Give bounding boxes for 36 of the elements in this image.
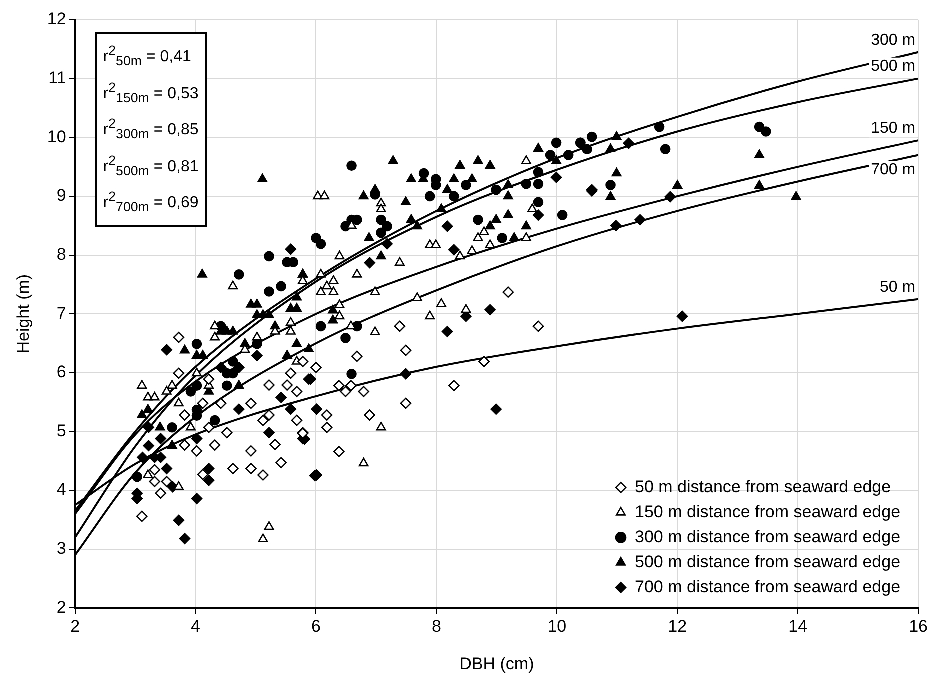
- annotation: r$^{2}$$_{300m}$ = 0,85: [103, 115, 199, 144]
- x-tick-label: 2: [70, 617, 80, 636]
- y-tick-label: 9: [56, 186, 66, 206]
- annotation: r$^{2}$$_{500m}$ = 0,81: [103, 152, 199, 180]
- x-axis-title: DBH (cm): [460, 654, 534, 674]
- y-axis-title: Height (m): [14, 274, 33, 354]
- legend-label: 150 m distance from seaward edge: [635, 502, 901, 522]
- y-tick-label: 8: [56, 244, 66, 264]
- legend-label: 700 m distance from seaward edge: [635, 577, 901, 596]
- y-tick-label: 6: [56, 362, 66, 382]
- y-tick-label: 5: [56, 421, 66, 440]
- x-tick-label: 14: [788, 617, 808, 636]
- y-tick-label: 11: [48, 68, 66, 88]
- x-tick-label: 16: [909, 617, 928, 636]
- y-tick-label: 3: [56, 539, 66, 558]
- legend-label: 50 m distance from seaward edge: [635, 477, 892, 496]
- legend-label: 500 m distance from seaward edge: [635, 552, 901, 572]
- annotation: r$^{2}$$_{150m}$ = 0,53: [103, 78, 199, 108]
- x-tick-label: 10: [548, 617, 567, 636]
- annotation: r$^{2}$$_{700m}$ = 0,69: [103, 188, 199, 217]
- series-label: 700 m: [871, 162, 916, 179]
- x-tick-label: 8: [432, 617, 442, 636]
- series-label: 50 m: [880, 278, 916, 296]
- x-tick-label: 6: [312, 617, 321, 636]
- y-tick-label: 4: [56, 480, 66, 500]
- series-label: 500 m: [871, 58, 916, 76]
- annotation: r$^{2}$$_{50m}$ = 0,41: [103, 42, 192, 71]
- x-tick-label: 4: [191, 617, 201, 636]
- y-tick-label: 10: [47, 127, 66, 146]
- legend-label: 300 m distance from seaward edge: [635, 527, 901, 546]
- series-label: 300 m: [871, 32, 916, 49]
- series-label: 150 m: [871, 120, 916, 137]
- x-tick-label: 12: [668, 617, 688, 636]
- y-tick-label: 12: [47, 10, 66, 29]
- y-tick-label: 7: [56, 304, 66, 323]
- y-tick-label: 2: [56, 598, 66, 617]
